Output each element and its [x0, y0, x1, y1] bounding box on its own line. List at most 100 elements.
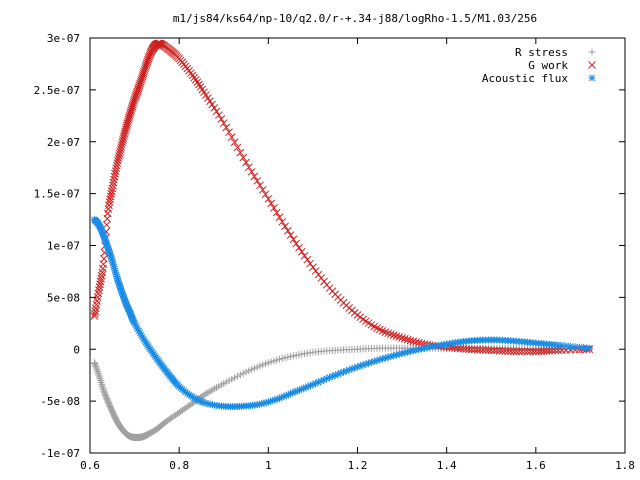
x-tick-label: 1.6 — [526, 459, 546, 472]
data-point — [113, 159, 122, 167]
data-point — [398, 333, 406, 342]
data-point — [225, 128, 233, 137]
data-point — [233, 372, 241, 380]
data-point — [292, 239, 301, 248]
y-tick-label: 3e-07 — [47, 32, 80, 45]
y-tick-label: -5e-08 — [40, 395, 80, 408]
y-tick-label: 0 — [73, 343, 80, 356]
data-point — [236, 148, 245, 157]
data-point — [92, 362, 100, 370]
legend-marker — [588, 74, 596, 82]
data-point — [311, 267, 320, 275]
data-point — [282, 392, 290, 400]
y-tick-label: 2e-07 — [47, 136, 80, 149]
legend-label: R stress — [515, 46, 568, 59]
data-point — [267, 199, 275, 208]
series-acoustic-flux — [90, 216, 593, 411]
data-point — [392, 332, 401, 340]
data-point — [548, 346, 556, 355]
legend-label: Acoustic flux — [482, 72, 568, 85]
data-point — [403, 335, 412, 344]
data-point — [512, 347, 521, 356]
data-point — [272, 208, 281, 217]
data-point — [222, 123, 231, 132]
data-point — [114, 154, 123, 163]
data-point — [515, 347, 523, 356]
x-tick-label: 0.8 — [169, 459, 189, 472]
data-point — [219, 119, 228, 127]
x-axis: 0.6 0.8 1 1.2 1.4 1.6 1.8 — [80, 38, 635, 472]
series-layer — [90, 39, 594, 442]
data-point — [247, 167, 256, 176]
y-tick-label: 1e-07 — [47, 240, 80, 253]
data-point — [286, 231, 295, 239]
data-point — [520, 347, 529, 356]
data-point — [119, 136, 127, 145]
data-point — [90, 312, 99, 320]
x-tick-label: 1 — [265, 459, 272, 472]
data-point — [314, 270, 323, 279]
data-point — [275, 213, 284, 222]
data-point — [337, 369, 345, 377]
data-point — [97, 274, 105, 283]
data-point — [102, 220, 111, 229]
data-point — [212, 107, 221, 116]
data-point — [244, 163, 253, 172]
data-point — [168, 413, 176, 421]
data-point — [529, 347, 537, 356]
y-tick-label: 5e-08 — [47, 291, 80, 304]
data-point — [170, 412, 178, 420]
data-point — [239, 153, 248, 162]
data-point — [585, 344, 593, 352]
data-point — [215, 111, 223, 119]
series-r-stress — [90, 344, 593, 442]
data-point — [384, 329, 393, 338]
data-point — [116, 147, 124, 156]
data-point — [258, 185, 267, 194]
data-point — [303, 255, 312, 264]
legend-marker — [588, 48, 596, 56]
data-point — [389, 331, 398, 340]
data-point — [306, 259, 314, 268]
data-point — [401, 334, 409, 343]
data-point — [518, 347, 526, 356]
data-point — [250, 172, 259, 181]
data-point — [227, 133, 236, 142]
data-point — [351, 364, 359, 372]
data-point — [289, 235, 298, 244]
data-point — [256, 181, 264, 190]
data-point — [100, 389, 108, 397]
data-point — [409, 337, 418, 346]
data-point — [261, 190, 270, 199]
data-point — [509, 347, 518, 356]
data-point — [112, 161, 121, 170]
y-tick-label: 2.5e-07 — [34, 84, 80, 97]
data-point — [236, 371, 244, 379]
y-axis: -1e-07 -5e-08 0 5e-08 1e-07 1.5e-07 2e-07 2.5e-… — [34, 32, 625, 460]
data-point — [118, 138, 127, 147]
data-point — [114, 156, 122, 165]
data-point — [233, 143, 242, 152]
x-tick-label: 1.4 — [437, 459, 457, 472]
data-point — [242, 158, 250, 167]
data-point — [264, 194, 273, 203]
data-point — [100, 254, 108, 263]
data-point — [117, 140, 126, 149]
data-point — [406, 336, 415, 345]
data-point — [283, 226, 292, 235]
x-tick-label: 1.8 — [615, 459, 635, 472]
data-point — [120, 131, 128, 140]
data-point — [281, 222, 289, 231]
x-tick-label: 1.2 — [348, 459, 368, 472]
data-point — [100, 387, 108, 395]
data-point — [115, 152, 123, 160]
data-point — [115, 149, 124, 158]
data-point — [300, 251, 309, 260]
data-point — [145, 51, 154, 60]
x-tick-label: 0.6 — [80, 459, 100, 472]
series-g-work — [90, 39, 594, 356]
data-point — [95, 286, 103, 294]
data-point — [98, 382, 106, 390]
